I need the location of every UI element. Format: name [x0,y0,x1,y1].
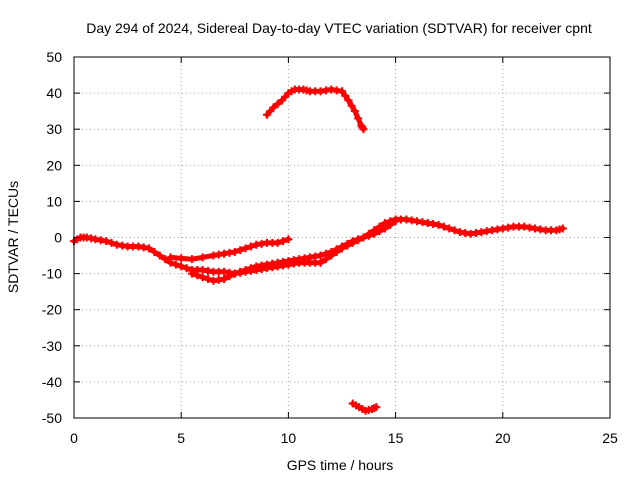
data-point [348,237,357,246]
data-point [338,242,346,251]
data-point [350,107,359,116]
data-point [364,231,373,240]
series-track-low-main [70,215,567,278]
data-point [241,265,250,274]
data-point [372,403,381,412]
data-point [434,220,443,229]
y-tick-labels: -50 -40 -30 -20 -10 0 10 20 30 40 50 [42,49,62,426]
y-tick-label: 40 [46,85,62,101]
data-point [220,275,229,284]
data-point [445,224,454,233]
y-tick-label: -40 [42,374,62,390]
chart-title: Day 294 of 2024, Sidereal Day-to-day VTE… [86,20,592,36]
y-tick-label: 30 [46,121,62,137]
x-tick-label: 20 [495,430,511,446]
y-tick-label: 0 [54,230,62,246]
data-point [344,96,353,105]
y-tick-label: 20 [46,157,62,173]
y-tick-label: 10 [46,193,62,209]
data-point [338,87,346,96]
series-layer [70,85,567,415]
series-track-low-lower [187,217,400,285]
data-point [316,251,325,260]
y-tick-label: 50 [46,49,62,65]
series-track-bottom [348,399,381,415]
data-point [204,275,212,284]
data-point [198,253,207,262]
data-point [279,237,288,246]
data-point [359,233,368,242]
series-track-high [262,85,368,134]
x-tick-label: 0 [70,430,78,446]
data-point [107,238,116,247]
data-point [102,237,111,246]
data-point [439,222,448,231]
data-point [354,114,363,123]
data-point [273,238,282,247]
data-point [230,269,239,278]
data-point [193,271,202,280]
data-point [198,273,207,282]
x-tick-label: 25 [602,430,618,446]
data-point [171,260,180,269]
data-point [391,217,400,226]
data-point [230,247,239,256]
x-tick-label: 10 [281,430,297,446]
data-point [166,253,175,262]
data-point [182,264,191,273]
data-point [375,227,384,236]
y-tick-label: -10 [42,266,62,282]
data-point [558,224,567,233]
data-point [161,255,170,264]
y-tick-label: -20 [42,302,62,318]
y-tick-label: -50 [42,410,62,426]
data-point [241,244,250,253]
data-point [450,226,459,235]
x-tick-label: 15 [388,430,404,446]
data-point [225,272,234,281]
data-point [236,246,245,255]
data-point [177,254,186,263]
data-point [246,264,255,273]
data-point [187,255,196,264]
x-tick-labels: 0 5 10 15 20 25 [70,430,618,446]
axis-ticks [73,56,611,419]
series-track-low-upper [166,235,293,264]
x-axis-label: GPS time / hours [287,457,394,473]
data-point [187,269,196,278]
data-point [145,244,154,253]
data-point [354,235,363,244]
data-point [284,235,293,244]
data-point [246,242,255,251]
data-point [316,258,325,267]
grid-lines [74,57,610,418]
data-point [341,91,350,100]
y-axis-label: SDTVAR / TECUs [5,181,21,293]
data-point [370,229,379,238]
data-point [273,99,282,108]
data-point [327,247,336,256]
data-point [359,125,368,134]
data-point [236,267,245,276]
data-point [347,101,356,110]
data-point [150,247,159,256]
data-point [155,251,164,260]
data-point [380,224,389,233]
data-point [269,103,278,112]
data-point [332,245,341,254]
y-tick-label: -30 [42,338,62,354]
data-point [386,220,395,229]
data-point [177,262,186,271]
x-tick-label: 5 [177,430,185,446]
data-point [321,249,330,258]
data-point [343,239,352,248]
